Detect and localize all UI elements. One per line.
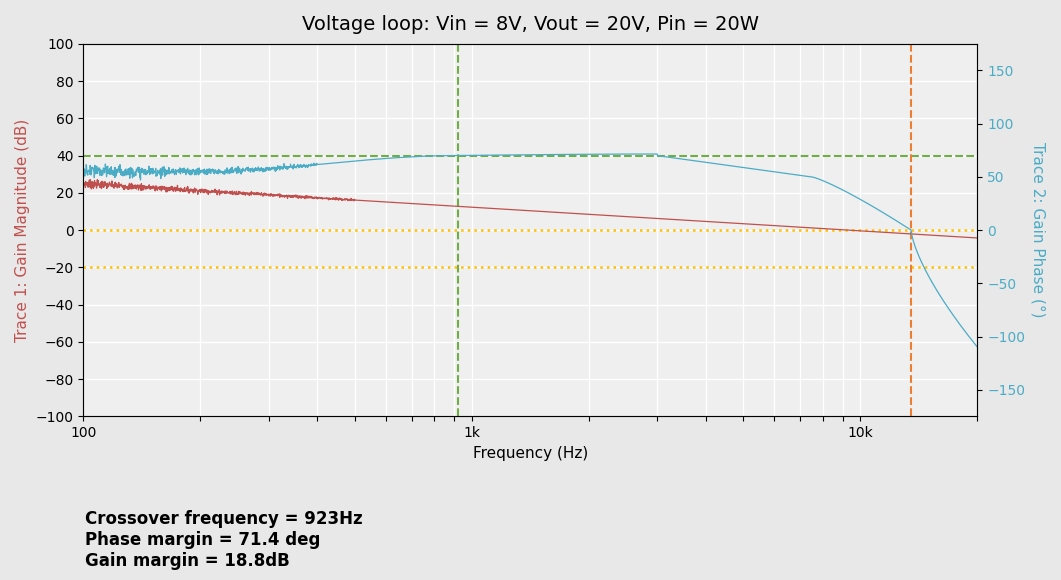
Y-axis label: Trace 1: Gain Magnitude (dB): Trace 1: Gain Magnitude (dB) bbox=[15, 118, 30, 342]
Title: Voltage loop: Vin = 8V, Vout = 20V, Pin = 20W: Voltage loop: Vin = 8V, Vout = 20V, Pin … bbox=[302, 15, 759, 34]
Y-axis label: Trace 2: Gain Phase (°): Trace 2: Gain Phase (°) bbox=[1031, 142, 1046, 318]
X-axis label: Frequency (Hz): Frequency (Hz) bbox=[473, 445, 588, 461]
Text: Crossover frequency = 923Hz
Phase margin = 71.4 deg
Gain margin = 18.8dB: Crossover frequency = 923Hz Phase margin… bbox=[85, 510, 363, 570]
